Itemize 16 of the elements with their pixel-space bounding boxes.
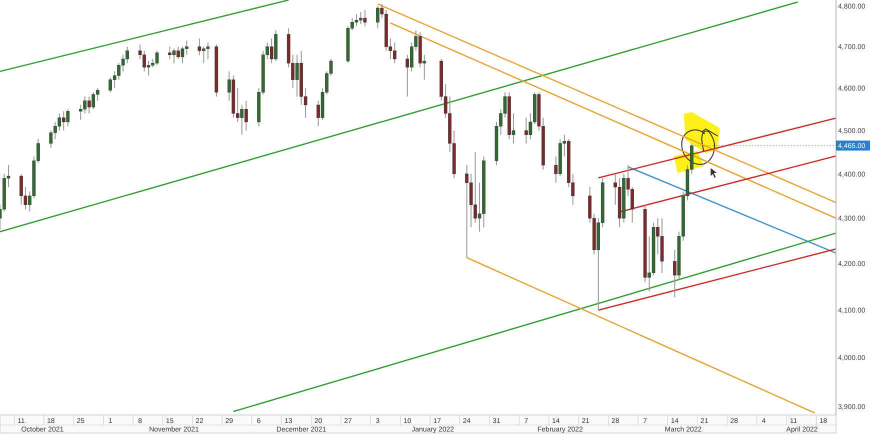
candlestick <box>155 50 159 66</box>
candlestick <box>92 92 96 110</box>
candlestick <box>78 104 82 120</box>
candlestick <box>244 100 248 132</box>
candlestick <box>363 10 367 27</box>
candlestick <box>66 108 70 127</box>
candlestick <box>295 54 299 98</box>
candlestick <box>49 130 53 148</box>
candlestick <box>240 104 244 136</box>
candlestick <box>354 14 358 27</box>
candlestick <box>83 96 87 114</box>
candlestick <box>206 42 210 60</box>
candlestick <box>87 96 91 114</box>
candlestick <box>172 48 176 64</box>
candlestick <box>58 112 62 132</box>
candlestick <box>270 38 274 64</box>
